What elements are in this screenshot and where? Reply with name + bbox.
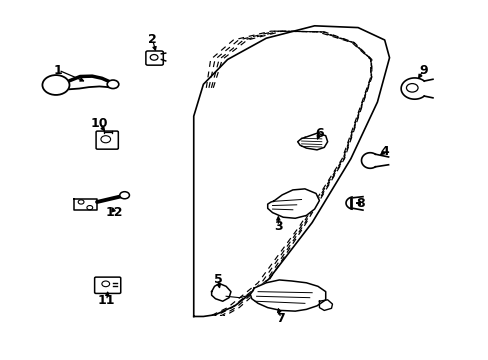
Text: 6: 6 — [314, 127, 323, 140]
Text: 8: 8 — [355, 197, 364, 210]
Text: 10: 10 — [91, 117, 108, 130]
Text: 9: 9 — [418, 64, 427, 77]
Text: 5: 5 — [213, 273, 222, 286]
FancyBboxPatch shape — [95, 277, 121, 293]
Polygon shape — [74, 199, 97, 210]
Text: 4: 4 — [380, 145, 388, 158]
Polygon shape — [267, 189, 319, 218]
FancyBboxPatch shape — [145, 51, 163, 65]
FancyBboxPatch shape — [96, 131, 118, 149]
Text: 2: 2 — [148, 33, 157, 46]
Text: 1: 1 — [54, 64, 62, 77]
Text: 12: 12 — [105, 206, 122, 219]
Polygon shape — [319, 300, 332, 310]
Polygon shape — [250, 280, 325, 311]
Polygon shape — [211, 283, 230, 301]
Polygon shape — [297, 133, 327, 150]
Circle shape — [120, 192, 129, 199]
Text: 3: 3 — [273, 220, 282, 233]
Circle shape — [107, 80, 119, 89]
Text: 7: 7 — [276, 312, 285, 325]
Text: 11: 11 — [98, 294, 115, 307]
